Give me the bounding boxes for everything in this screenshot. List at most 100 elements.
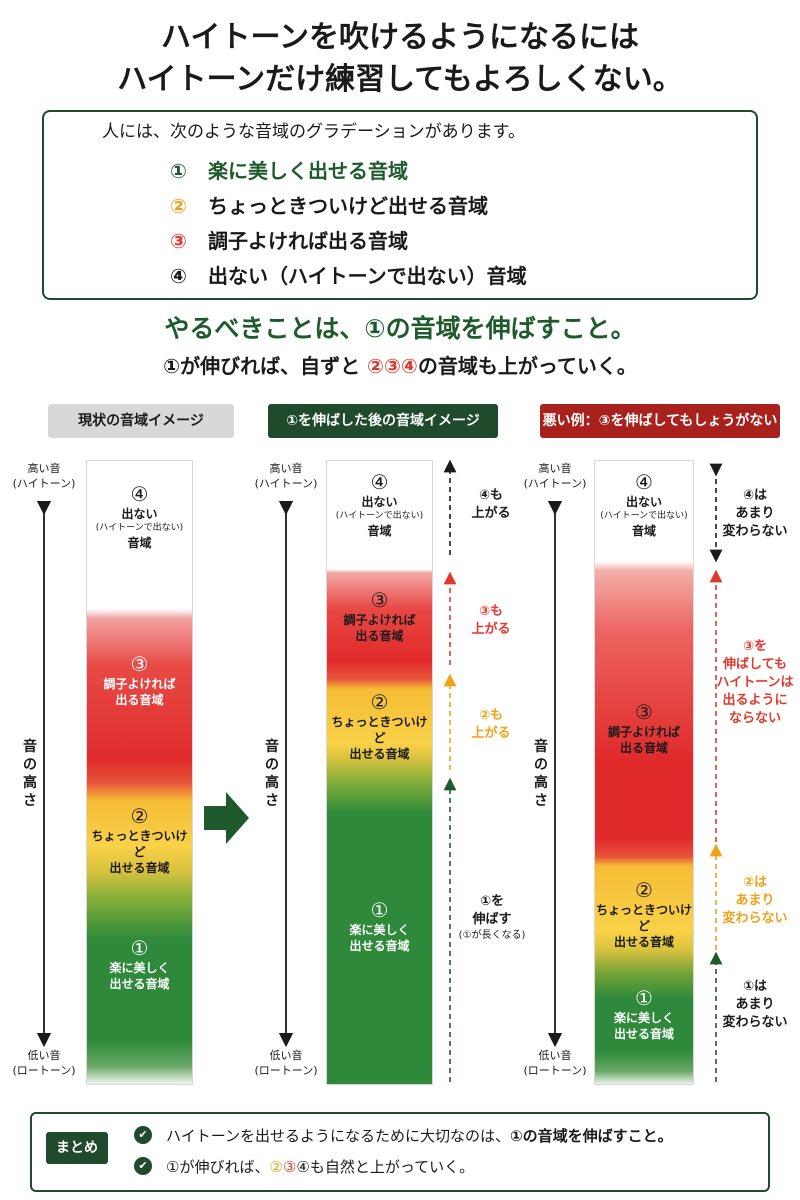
axis-high-3a: 高い音 — [538, 462, 572, 475]
bar2-zone-1: ① 楽に美しく 出せる音域 — [326, 898, 433, 954]
bar1-zone-4: ④ 出ない (ハイトーンで出ない) 音域 — [86, 482, 193, 551]
page-title-line1: ハイトーンを吹けるようになるには — [161, 20, 639, 55]
axis-mid-2c: 高 — [265, 775, 279, 791]
bad-ann-3-l4: 出るように — [722, 693, 788, 708]
after-ann-1-sm: (①が長くなる) — [458, 930, 526, 941]
after-ann-4: ④も 上がる — [456, 487, 526, 523]
bar1-zone-2-l1: ちょっときついけど — [91, 829, 188, 859]
bar1-zone-4-sm: (ハイトーンで出ない) — [95, 523, 184, 533]
axis-low-2a: 低い音 — [269, 1049, 303, 1062]
panel-label-bad: 悪い例：③を伸ばしてもしょうがない — [540, 404, 780, 438]
range-bar-after — [326, 460, 433, 1085]
axis-mid-2: 音の高さ — [262, 738, 282, 810]
lead-sub-n3: ③ — [383, 354, 401, 378]
after-ann-2: ②も 上がる — [456, 707, 526, 743]
bad-ann-3-l2: 伸ばしても — [723, 657, 787, 672]
bar2-zone-2-l1: ちょっときついけど — [331, 715, 428, 745]
axis-high-3: 高い音 (ハイトーン) — [515, 461, 595, 491]
bar3-zone-1: ① 楽に美しく 出せる音域 — [594, 986, 694, 1042]
axis-high-2: 高い音 (ハイトーン) — [246, 461, 326, 491]
bad-ann-4-l1: ④は — [742, 488, 767, 503]
bar3-zone-3-l2: 出る音域 — [619, 741, 668, 755]
axis-low-1b: (ロートーン) — [12, 1064, 76, 1077]
bar1-zone-2: ② ちょっときついけど 出せる音域 — [86, 804, 193, 876]
bar1-zone-3-num: ③ — [130, 652, 149, 676]
bad-ann-4-l3: 変わらない — [722, 524, 788, 539]
bar2-zone-4-sm: (ハイトーンで出ない) — [335, 511, 424, 521]
summary-line-2-n2: ② — [269, 1158, 283, 1176]
bad-ann-1-l2: あまり — [735, 997, 775, 1012]
panel-label-current: 現状の音域イメージ — [48, 404, 234, 438]
axis-mid-1a: 音 — [23, 739, 37, 755]
bar2-zone-2-num: ② — [370, 690, 389, 714]
bar3-zone-3-num: ③ — [635, 700, 653, 724]
axis-low-3: 低い音 (ロートーン) — [515, 1048, 595, 1078]
bar2-zone-3-l1: 調子よければ — [343, 613, 416, 627]
after-ann-1: ①を 伸ばす (①が長くなる) — [452, 893, 532, 943]
axis-mid-1c: 高 — [23, 775, 37, 791]
axis-high-3b: (ハイトーン) — [523, 477, 587, 490]
panel-label-after: ①を伸ばした後の音域イメージ — [268, 404, 498, 438]
bar1-zone-3-l1: 調子よければ — [103, 677, 176, 691]
range-bar-current — [86, 460, 193, 1085]
summary-line-1-b: ①の音域を伸ばすこと。 — [509, 1127, 673, 1145]
axis-mid-2a: 音 — [265, 739, 279, 755]
axis-low-2: 低い音 (ロートーン) — [246, 1048, 326, 1078]
bad-ann-3-l1: ③を — [742, 639, 767, 654]
axis-mid-3c: 高 — [534, 775, 548, 791]
summary-line-1: ✔ ハイトーンを出せるようになるために大切なのは、①の音域を伸ばすこと。 — [134, 1125, 673, 1147]
after-ann-2-l2: 上がる — [471, 726, 511, 741]
category-4-num: ④ — [170, 264, 187, 288]
bar3-zone-4-num: ④ — [635, 470, 653, 494]
bar3-zone-2-l1: ちょっときついけど — [595, 903, 692, 933]
intro-lead: 人には、次のような音域のグラデーションがあります。 — [102, 122, 525, 142]
bar1-zone-1-num: ① — [130, 936, 149, 960]
after-ann-3: ③も 上がる — [456, 603, 526, 639]
lead-sub-b: の音域も上がっていく。 — [417, 354, 637, 378]
bar2-zone-2: ② ちょっときついけど 出せる音域 — [326, 690, 433, 762]
bad-ann-1: ①は あまり 変わらない — [718, 978, 792, 1032]
summary-line-2: ✔ ①が伸びれば、②③④も自然と上がっていく。 — [134, 1156, 474, 1178]
axis-high-2b: (ハイトーン) — [254, 477, 318, 490]
bad-ann-2-l3: 変わらない — [722, 911, 788, 926]
bar1-zone-3-l2: 出る音域 — [115, 693, 164, 707]
axis-low-1: 低い音 (ロートーン) — [4, 1048, 84, 1078]
category-1-num: ① — [170, 159, 187, 183]
summary-line-2-a: ①が伸びれば、 — [166, 1158, 270, 1176]
summary-line-2-n3: ③ — [282, 1158, 297, 1176]
bar3-zone-2-l2: 出せる音域 — [613, 935, 674, 949]
summary-line-2-n4: ④ — [296, 1158, 310, 1176]
bar2-zone-4-num: ④ — [370, 470, 389, 494]
bar3-zone-4-l2: 音域 — [631, 524, 656, 538]
category-3-num: ③ — [170, 229, 187, 253]
bar1-zone-4-l2: 音域 — [127, 536, 152, 550]
bar3-zone-4-sm: (ハイトーンで出ない) — [600, 511, 688, 521]
bar3-zone-1-l2: 出せる音域 — [613, 1027, 674, 1041]
axis-mid-2b: の — [265, 757, 279, 773]
bar2-zone-1-l1: 楽に美しく — [349, 923, 410, 937]
axis-mid-1d: さ — [23, 793, 37, 809]
bar3-zone-4: ④ 出ない (ハイトーンで出ない) 音域 — [594, 470, 694, 539]
arrow-right-icon — [204, 792, 249, 844]
axis-mid-2d: さ — [265, 793, 279, 809]
summary-tag: まとめ — [46, 1132, 108, 1164]
bar2-zone-3: ③ 調子よければ 出る音域 — [326, 588, 433, 644]
bar3-zone-4-l1: 出ない — [625, 495, 662, 509]
category-2-text: ちょっときついけど出せる音域 — [208, 194, 488, 218]
bad-ann-4-l2: あまり — [735, 506, 775, 521]
lead-sub-n4: ④ — [400, 354, 418, 378]
after-ann-1-l2: 伸ばす — [472, 912, 512, 927]
axis-mid-3: 音の高さ — [531, 738, 551, 810]
after-ann-3-l2: 上がる — [471, 622, 511, 637]
check-circle-icon: ✔ — [134, 1125, 152, 1144]
bad-ann-1-l3: 変わらない — [722, 1015, 788, 1030]
category-2-num: ② — [170, 194, 187, 218]
bar3-zone-2-num: ② — [635, 878, 653, 902]
bar1-zone-1: ① 楽に美しく 出せる音域 — [86, 936, 193, 992]
lead-sub-n2: ② — [367, 354, 384, 378]
axis-mid-3a: 音 — [534, 739, 548, 755]
bar1-zone-4-l1: 出ない — [121, 507, 158, 521]
bad-ann-4: ④はあまり変わらない — [718, 487, 792, 541]
page-title-line2: ハイトーンだけ練習してもよろしくない。 — [117, 62, 683, 97]
